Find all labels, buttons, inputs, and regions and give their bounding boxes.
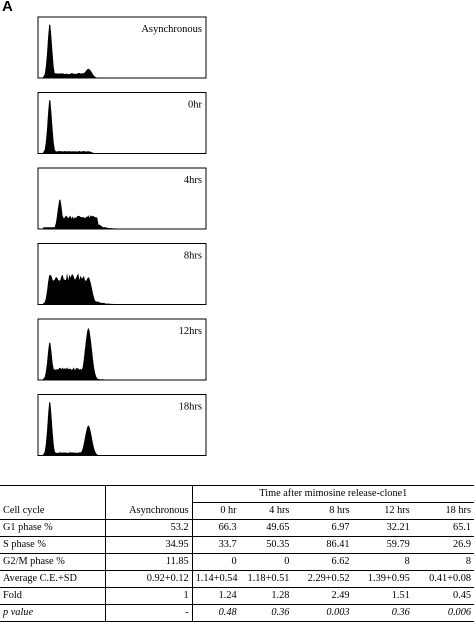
table-row: G2/M phase % 11.85 0 0 6.62 8 8	[0, 553, 474, 571]
histogram-label: 0hr	[188, 100, 203, 111]
table-cell: 2.29+0.52	[292, 570, 353, 588]
table-cell: 1.51	[352, 587, 413, 605]
column-header: 0 hr	[192, 502, 240, 520]
table-cell: 0	[239, 553, 293, 571]
column-header: 4 hrs	[239, 502, 293, 520]
table-cell: 0.92+0.12	[105, 570, 193, 588]
table-cell: 2.49	[292, 587, 353, 605]
table-cell: 0.006	[412, 604, 474, 622]
table-cell: 1.24	[192, 587, 240, 605]
column-header: Cell cycle	[0, 502, 107, 520]
table-cell: 34.95	[105, 536, 193, 554]
table-cell: 11.85	[105, 553, 193, 571]
histogram-trace	[38, 199, 206, 229]
row-label: S phase %	[0, 536, 107, 554]
table-cell: 0	[192, 553, 240, 571]
histogram-frame	[37, 92, 207, 154]
table-cell: 86.41	[292, 536, 353, 554]
histogram-label: 8hrs	[184, 251, 202, 262]
table-cell: 6.97	[292, 519, 353, 537]
table-cell: 50.35	[239, 536, 293, 554]
table-cell: 0.41+0.08	[412, 570, 474, 588]
table-cell: 1.14+0.54	[192, 570, 240, 588]
table-row: p value - 0.48 0.36 0.003 0.36 0.006	[0, 604, 474, 622]
column-header: 12 hrs	[352, 502, 413, 520]
table-cell: -	[105, 604, 193, 622]
table-cell: 66.3	[192, 519, 240, 537]
table-cell: 1	[105, 587, 193, 605]
table-cell: 8	[412, 553, 474, 571]
table-cell: 0.36	[239, 604, 293, 622]
histogram-label: 12hrs	[179, 326, 202, 337]
row-label: Average C.E.+SD	[0, 570, 107, 588]
table-cell: 65.1	[412, 519, 474, 537]
table-cell: 0.36	[352, 604, 413, 622]
row-label: G2/M phase %	[0, 553, 107, 571]
histogram-label: 18hrs	[179, 402, 202, 413]
histogram-label: Asynchronous	[141, 24, 202, 35]
table-cell: 6.62	[292, 553, 353, 571]
table-cell: 33.7	[192, 536, 240, 554]
table-cell: 26.9	[412, 536, 474, 554]
table-cell: 8	[352, 553, 413, 571]
histogram-label: 4hrs	[184, 175, 202, 186]
table-row: Fold 1 1.24 1.28 2.49 1.51 0.45	[0, 587, 474, 605]
column-header: Asynchronous	[105, 502, 193, 520]
table-cell: 0.003	[292, 604, 353, 622]
table-cell: 53.2	[105, 519, 193, 537]
table-header-row: Cell cycle Asynchronous 0 hr 4 hrs 8 hrs…	[0, 502, 474, 520]
table-row: G1 phase % 53.2 66.3 49.65 6.97 32.21 65…	[0, 519, 474, 537]
table-row: S phase % 34.95 33.7 50.35 86.41 59.79 2…	[0, 536, 474, 554]
table-row: Average C.E.+SD 0.92+0.12 1.14+0.54 1.18…	[0, 570, 474, 588]
table-group-header-row: Time after mimosine release-clone1	[0, 485, 474, 503]
group-header: Time after mimosine release-clone1	[192, 485, 474, 503]
table-cell: 0.48	[192, 604, 240, 622]
column-header: 8 hrs	[292, 502, 353, 520]
histogram-trace	[38, 327, 206, 380]
row-label: Fold	[0, 587, 107, 605]
table-cell: 1.39+0.95	[352, 570, 413, 588]
cell-cycle-table: Time after mimosine release-clone1 Cell …	[0, 485, 474, 622]
histogram-frame	[37, 394, 207, 456]
table-cell: 32.21	[352, 519, 413, 537]
histogram-panels: Asynchronous 0hr 4hrs 8hrs 12hrs 18hrs	[37, 16, 207, 456]
table-cell: 49.65	[239, 519, 293, 537]
row-label: G1 phase %	[0, 519, 107, 537]
table-cell: 59.79	[352, 536, 413, 554]
table-cell: 1.18+0.51	[239, 570, 293, 588]
table-cell: 0.45	[412, 587, 474, 605]
row-label: p value	[0, 604, 107, 622]
histogram-trace	[38, 272, 206, 305]
panel-label: A	[2, 0, 13, 15]
table-cell: 1.28	[239, 587, 293, 605]
column-header: 18 hrs	[412, 502, 474, 520]
